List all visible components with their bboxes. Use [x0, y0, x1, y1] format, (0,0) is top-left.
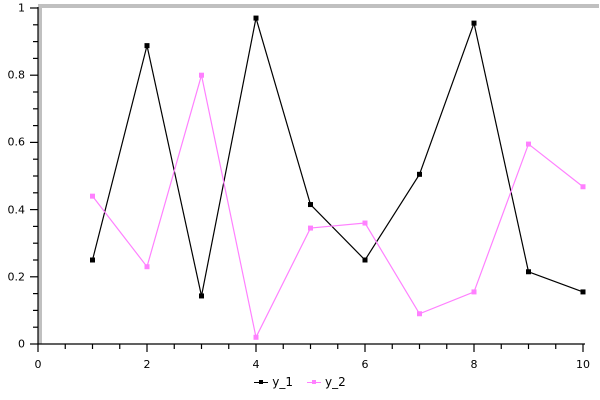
- y-tick-label: 0.2: [7, 270, 26, 284]
- axes: [37, 7, 585, 345]
- legend-label: y_1: [272, 375, 293, 389]
- data-point-marker: [199, 72, 204, 78]
- frame-shadow: [38, 4, 599, 344]
- data-point-marker: [580, 184, 586, 190]
- chart-legend: y_1 y_2: [0, 375, 600, 389]
- y-tick-label: 0.6: [7, 135, 26, 149]
- x-tick-label: 4: [252, 358, 260, 371]
- data-point-marker: [199, 293, 204, 299]
- data-point-marker: [417, 311, 422, 317]
- y-tick-label: 0: [18, 337, 25, 351]
- data-point-marker: [526, 141, 531, 147]
- x-tick-label: 6: [361, 358, 369, 371]
- data-point-marker: [144, 264, 150, 270]
- y-tick-label: 1: [18, 1, 25, 15]
- series-y_1: [90, 15, 586, 299]
- series-y_2: [90, 72, 586, 340]
- data-point-marker: [253, 15, 259, 21]
- data-point-marker: [308, 202, 313, 208]
- data-point-marker: [417, 171, 422, 177]
- legend-label: y_2: [325, 375, 346, 389]
- legend-entry-y_2[interactable]: y_2: [307, 375, 346, 389]
- x-tick-label: 8: [470, 358, 478, 371]
- series-line-y_1: [91, 17, 584, 297]
- data-point-marker: [144, 43, 150, 49]
- data-point-marker: [308, 225, 313, 231]
- data-series: [90, 15, 586, 340]
- data-point-marker: [362, 257, 368, 263]
- x-tick-label: 2: [143, 358, 151, 371]
- data-point-marker: [526, 269, 531, 275]
- data-point-marker: [362, 220, 368, 226]
- legend-marker-icon: [307, 378, 321, 387]
- x-tick-label: 0: [34, 358, 42, 371]
- legend-marker-icon: [254, 378, 269, 387]
- y-tick-label: 0.4: [7, 203, 26, 217]
- data-point-marker: [580, 289, 586, 295]
- data-point-marker: [90, 193, 95, 199]
- axis-ticks: [30, 7, 584, 352]
- data-point-marker: [253, 334, 259, 340]
- x-tick-label: 10: [576, 358, 590, 371]
- data-point-marker: [471, 289, 477, 295]
- data-point-marker: [471, 20, 477, 26]
- series-line-y_2: [92, 75, 584, 340]
- data-point-marker: [90, 257, 95, 263]
- y-tick-label: 0.8: [7, 68, 26, 82]
- legend-entry-y_1[interactable]: y_1: [254, 375, 293, 389]
